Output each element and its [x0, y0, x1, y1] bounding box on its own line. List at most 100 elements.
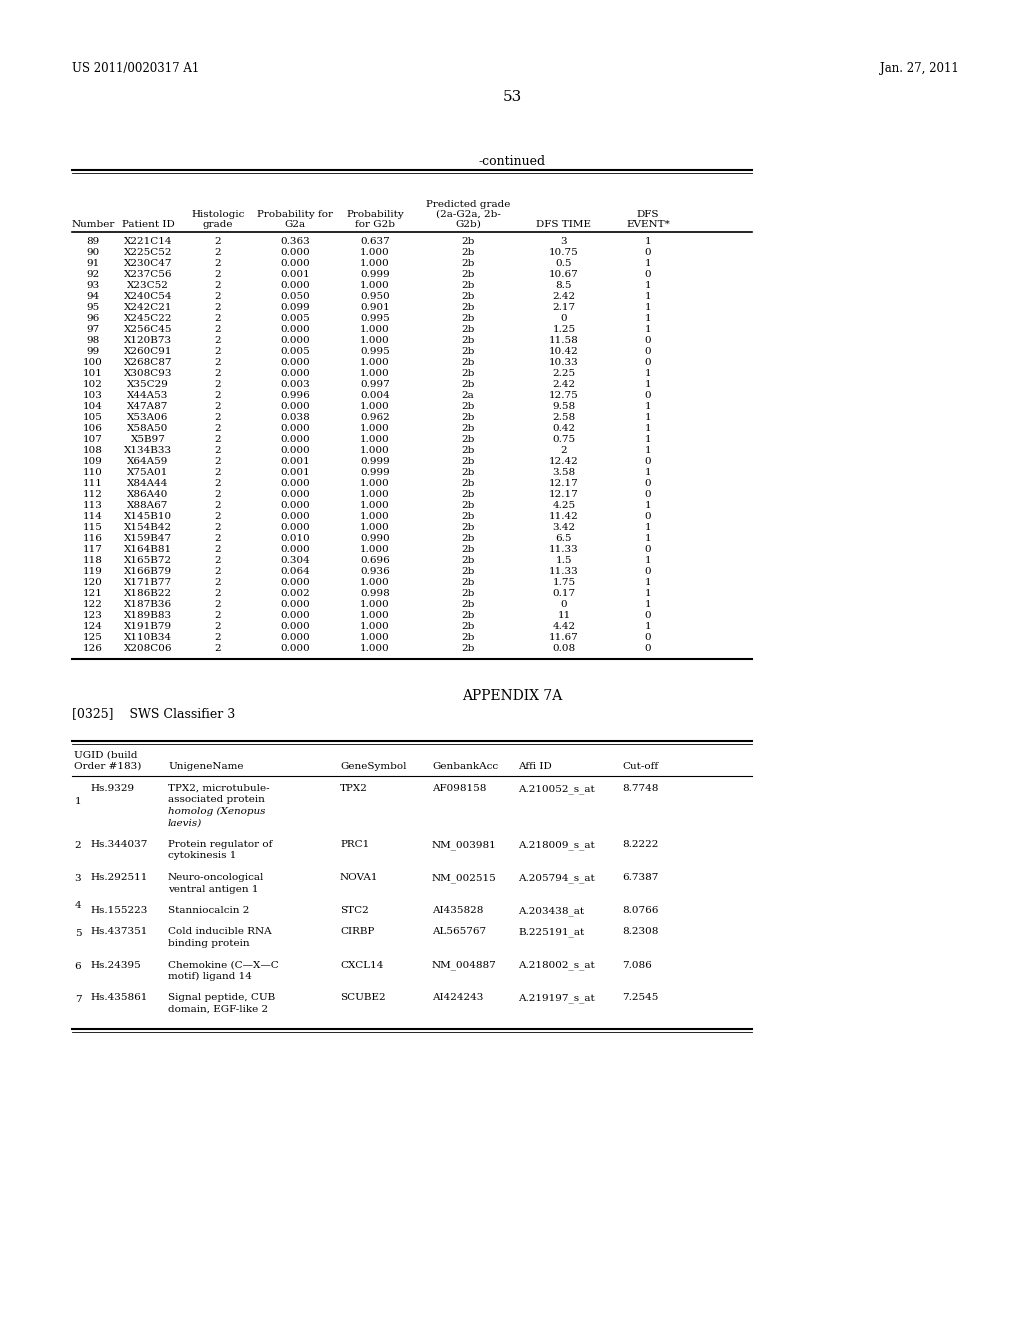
- Text: 0: 0: [645, 512, 651, 521]
- Text: 2: 2: [215, 545, 221, 554]
- Text: Hs.24395: Hs.24395: [90, 961, 140, 969]
- Text: 0.08: 0.08: [552, 644, 575, 653]
- Text: DFS TIME: DFS TIME: [537, 220, 592, 228]
- Text: 0.000: 0.000: [281, 325, 310, 334]
- Text: 1: 1: [645, 370, 651, 378]
- Text: 0.5: 0.5: [556, 259, 572, 268]
- Text: 1: 1: [645, 325, 651, 334]
- Text: 113: 113: [83, 502, 103, 510]
- Text: Histologic: Histologic: [191, 210, 245, 219]
- Text: -continued: -continued: [478, 154, 546, 168]
- Text: 4: 4: [75, 902, 81, 911]
- Text: 8.7748: 8.7748: [622, 784, 658, 793]
- Text: 11.58: 11.58: [549, 337, 579, 345]
- Text: 2: 2: [215, 281, 221, 290]
- Text: 1: 1: [645, 304, 651, 312]
- Text: 1.000: 1.000: [360, 358, 390, 367]
- Text: 2: 2: [75, 841, 81, 850]
- Text: grade: grade: [203, 220, 233, 228]
- Text: 0: 0: [645, 568, 651, 576]
- Text: 2b: 2b: [462, 457, 475, 466]
- Text: 104: 104: [83, 403, 103, 411]
- Text: 2: 2: [215, 601, 221, 609]
- Text: 53: 53: [503, 90, 521, 104]
- Text: 1.000: 1.000: [360, 479, 390, 488]
- Text: 3: 3: [561, 238, 567, 246]
- Text: X208C06: X208C06: [124, 644, 172, 653]
- Text: 0: 0: [645, 634, 651, 642]
- Text: NM_002515: NM_002515: [432, 873, 497, 883]
- Text: 2: 2: [215, 436, 221, 444]
- Text: 112: 112: [83, 490, 103, 499]
- Text: 119: 119: [83, 568, 103, 576]
- Text: 1: 1: [645, 403, 651, 411]
- Text: 2b: 2b: [462, 622, 475, 631]
- Text: X221C14: X221C14: [124, 238, 172, 246]
- Text: X260C91: X260C91: [124, 347, 172, 356]
- Text: 123: 123: [83, 611, 103, 620]
- Text: 0.000: 0.000: [281, 601, 310, 609]
- Text: 0.000: 0.000: [281, 424, 310, 433]
- Text: 110: 110: [83, 469, 103, 477]
- Text: Hs.155223: Hs.155223: [90, 906, 147, 915]
- Text: NM_003981: NM_003981: [432, 840, 497, 850]
- Text: 6.5: 6.5: [556, 535, 572, 543]
- Text: X120B73: X120B73: [124, 337, 172, 345]
- Text: Hs.437351: Hs.437351: [90, 928, 147, 936]
- Text: Neuro-oncological: Neuro-oncological: [168, 873, 264, 882]
- Text: 120: 120: [83, 578, 103, 587]
- Text: 0.050: 0.050: [281, 292, 310, 301]
- Text: 2: 2: [215, 304, 221, 312]
- Text: 1: 1: [645, 292, 651, 301]
- Text: 12.75: 12.75: [549, 391, 579, 400]
- Text: 11.33: 11.33: [549, 568, 579, 576]
- Text: 108: 108: [83, 446, 103, 455]
- Text: STC2: STC2: [340, 906, 369, 915]
- Text: 0.038: 0.038: [281, 413, 310, 422]
- Text: 6.7387: 6.7387: [622, 873, 658, 882]
- Text: NOVA1: NOVA1: [340, 873, 379, 882]
- Text: (2a-G2a, 2b-: (2a-G2a, 2b-: [435, 210, 501, 219]
- Text: Hs.344037: Hs.344037: [90, 840, 147, 849]
- Text: laevis): laevis): [168, 818, 203, 828]
- Text: Probability for: Probability for: [257, 210, 333, 219]
- Text: X189B83: X189B83: [124, 611, 172, 620]
- Text: SCUBE2: SCUBE2: [340, 994, 386, 1002]
- Text: 12.17: 12.17: [549, 490, 579, 499]
- Text: PRC1: PRC1: [340, 840, 370, 849]
- Text: 1: 1: [645, 601, 651, 609]
- Text: 0: 0: [645, 490, 651, 499]
- Text: X35C29: X35C29: [127, 380, 169, 389]
- Text: TPX2, microtubule-: TPX2, microtubule-: [168, 784, 269, 793]
- Text: 116: 116: [83, 535, 103, 543]
- Text: homolog (Xenopus: homolog (Xenopus: [168, 807, 265, 816]
- Text: 0.002: 0.002: [281, 589, 310, 598]
- Text: AL565767: AL565767: [432, 928, 486, 936]
- Text: 1.000: 1.000: [360, 446, 390, 455]
- Text: 99: 99: [86, 347, 99, 356]
- Text: 4.25: 4.25: [552, 502, 575, 510]
- Text: 1.000: 1.000: [360, 248, 390, 257]
- Text: X256C45: X256C45: [124, 325, 172, 334]
- Text: 0.999: 0.999: [360, 271, 390, 279]
- Text: cytokinesis 1: cytokinesis 1: [168, 851, 237, 861]
- Text: 1: 1: [645, 436, 651, 444]
- Text: 0.17: 0.17: [552, 589, 575, 598]
- Text: 3.58: 3.58: [552, 469, 575, 477]
- Text: 1: 1: [645, 259, 651, 268]
- Text: 1.000: 1.000: [360, 436, 390, 444]
- Text: AI435828: AI435828: [432, 906, 483, 915]
- Text: G2b): G2b): [455, 220, 481, 228]
- Text: X240C54: X240C54: [124, 292, 172, 301]
- Text: 94: 94: [86, 292, 99, 301]
- Text: 2: 2: [215, 556, 221, 565]
- Text: 1.75: 1.75: [552, 578, 575, 587]
- Text: 0.901: 0.901: [360, 304, 390, 312]
- Text: X308C93: X308C93: [124, 370, 172, 378]
- Text: UnigeneName: UnigeneName: [168, 762, 244, 771]
- Text: for G2b: for G2b: [355, 220, 395, 228]
- Text: 4.42: 4.42: [552, 622, 575, 631]
- Text: 3: 3: [75, 874, 81, 883]
- Text: 7: 7: [75, 995, 81, 1003]
- Text: 2: 2: [215, 391, 221, 400]
